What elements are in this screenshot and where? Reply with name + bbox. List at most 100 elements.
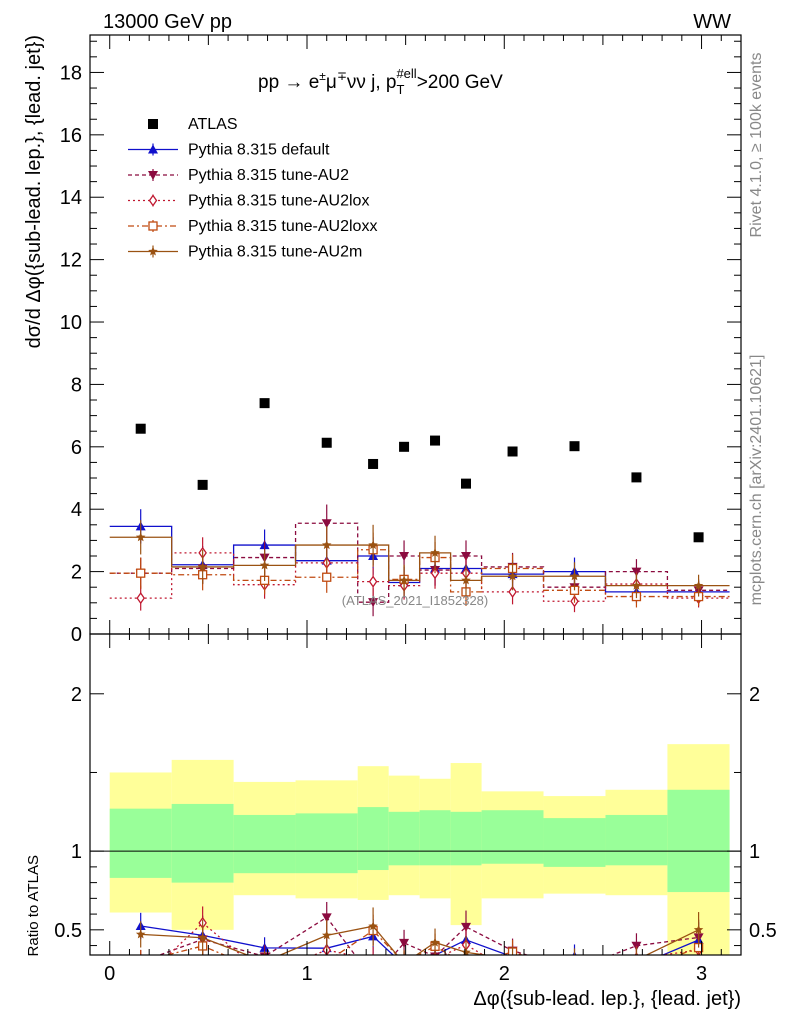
ratio-tick-label: 0.5: [54, 920, 82, 942]
x-tick-label: 1: [301, 963, 312, 985]
legend-label-pythia-8-315-tune-au2m: Pythia 8.315 tune-AU2m: [188, 244, 362, 261]
point-pythia-8-315-tune-au2loxx: [136, 568, 146, 578]
point-pythia-8-315-tune-au2lox: [136, 591, 145, 605]
ratio-tick-label-right: 2: [749, 684, 760, 706]
ratio-tick-label-right: 0.5: [749, 920, 777, 942]
band-inner: [295, 813, 358, 874]
ratio-point-pythia-8-315-tune-au2loxx: [261, 968, 269, 976]
band-inner: [481, 810, 544, 864]
point-atlas: [461, 478, 472, 489]
header-energy: 13000 GeV pp: [103, 11, 232, 33]
point-pythia-8-315-tune-au2: [461, 552, 472, 562]
legend-marker-atlas: [148, 119, 158, 129]
point-pythia-8-315-tune-au2loxx: [322, 572, 332, 582]
ratio-line-pythia-8-315-tune-au2m: [140, 925, 699, 955]
ratio-point-pythia-8-315-tune-au2: [136, 958, 146, 967]
ratio-point-pythia-8-315-tune-au2lox: [509, 967, 516, 977]
point-atlas: [135, 423, 146, 434]
point-pythia-8-315-tune-au2m: [430, 547, 440, 557]
legend-label-pythia-8-315-tune-au2loxx: Pythia 8.315 tune-AU2loxx: [188, 218, 377, 235]
ratio-point-pythia-8-315-tune-au2loxx: [462, 960, 470, 968]
point-pythia-8-315-tune-au2m: [507, 571, 518, 581]
legend-marker-pythia-8-315-default: [148, 144, 158, 154]
point-pythia-8-315-tune-au2m: [693, 580, 704, 590]
analysis-watermark: (ATLAS_2021_I1852328): [342, 593, 488, 608]
band-inner: [543, 818, 606, 867]
point-atlas: [197, 479, 208, 490]
ratio-tick-label: 2: [71, 684, 82, 706]
ratio-point-pythia-8-315-tune-au2lox: [372, 953, 374, 955]
legend-label-pythia-8-315-tune-au2lox: Pythia 8.315 tune-AU2lox: [188, 193, 369, 210]
x-tick-label: 2: [499, 963, 510, 985]
point-atlas: [259, 398, 270, 409]
header-process: WW: [693, 11, 731, 33]
chart-title: pp → e±μ∓νν j, pT#ell>200 GeV: [258, 66, 503, 97]
legend-marker-pythia-8-315-tune-au2m: [148, 246, 158, 256]
ratio-point-pythia-8-315-default: [399, 960, 409, 969]
point-pythia-8-315-tune-au2m: [631, 580, 642, 590]
y-tick-label: 2: [71, 562, 82, 584]
band-inner: [171, 803, 234, 883]
point-pythia-8-315-tune-au2: [399, 552, 410, 562]
point-pythia-8-315-tune-au2m: [569, 571, 580, 581]
y-tick-label: 16: [60, 125, 82, 147]
point-atlas: [430, 435, 441, 446]
ratio-point-pythia-8-315-tune-au2m: [636, 954, 637, 955]
ratio-point-pythia-8-315-tune-au2: [461, 922, 472, 932]
ratio-point-pythia-8-315-tune-au2loxx: [323, 958, 331, 966]
legend: ATLAS Pythia 8.315 default Pythia 8.315 tu…: [128, 116, 377, 261]
band-inner: [388, 811, 420, 866]
point-pythia-8-315-tune-au2m: [368, 540, 378, 550]
ratio-line-pythia-8-315-default: [140, 925, 699, 955]
point-pythia-8-315-tune-au2lox: [508, 585, 517, 599]
point-pythia-8-315-tune-au2m: [322, 540, 332, 550]
point-pythia-8-315-tune-au2lox: [368, 575, 378, 588]
point-atlas: [368, 458, 379, 469]
mcplots-label: mcplots.cern.ch [arXiv:2401.10621]: [748, 355, 765, 606]
ratio-axis-label: Ratio to ATLAS: [25, 855, 42, 956]
band-inner: [109, 808, 172, 878]
ratio-point-pythia-8-315-tune-au2loxx: [632, 967, 640, 975]
point-atlas: [693, 532, 704, 543]
y-tick-label: 14: [60, 187, 82, 209]
ratio-point-pythia-8-315-tune-au2lox: [137, 976, 144, 986]
x-tick-label: 3: [696, 963, 707, 985]
series-line-pythia-8-315-tune-au2loxx: [109, 549, 730, 598]
ratio-point-pythia-8-315-default: [631, 961, 641, 970]
ratio-bands: [90, 744, 741, 955]
ratio-line-pythia-8-315-tune-au2loxx: [164, 929, 699, 955]
ratio-point-pythia-8-315-tune-au2m: [693, 924, 704, 934]
point-atlas: [321, 437, 332, 448]
band-inner: [233, 814, 296, 874]
ratio-point-pythia-8-315-tune-au2: [321, 913, 332, 923]
ratio-point-pythia-8-315-tune-au2: [570, 965, 580, 974]
y-tick-label: 0: [71, 624, 82, 646]
point-pythia-8-315-tune-au2m: [135, 532, 146, 542]
legend-label-atlas: ATLAS: [188, 116, 238, 133]
ratio-point-pythia-8-315-tune-au2m: [461, 947, 471, 955]
ratio-line-pythia-8-315-tune-au2: [157, 916, 699, 955]
rivet-label: Rivet 4.1.0, ≥ 100k events: [748, 53, 765, 238]
band-inner: [605, 814, 668, 866]
legend-marker-pythia-8-315-tune-au2loxx: [148, 221, 158, 231]
band-inner: [667, 789, 730, 893]
ratio-point-pythia-8-315-tune-au2loxx: [137, 958, 145, 966]
ratio-point-pythia-8-315-tune-au2: [368, 975, 378, 984]
ratio-point-pythia-8-315-tune-au2: [399, 938, 410, 948]
band-inner: [357, 807, 389, 871]
point-atlas: [399, 441, 410, 452]
ratio-point-pythia-8-315-tune-au2m: [322, 930, 332, 940]
legend-marker-pythia-8-315-tune-au2lox: [148, 194, 158, 207]
point-pythia-8-315-tune-au2: [368, 598, 379, 608]
legend-label-pythia-8-315-tune-au2: Pythia 8.315 tune-AU2: [188, 167, 349, 184]
ratio-point-pythia-8-315-tune-au2m: [197, 932, 208, 942]
point-pythia-8-315-tune-au2m: [399, 575, 409, 585]
legend-label-pythia-8-315-default: Pythia 8.315 default: [188, 142, 330, 159]
point-atlas: [569, 441, 580, 452]
y-tick-label: 6: [71, 437, 82, 459]
ratio-point-pythia-8-315-tune-au2m: [135, 929, 146, 939]
ratio-point-pythia-8-315-tune-au2lox: [401, 963, 408, 973]
y-tick-label: 18: [60, 62, 82, 84]
band-inner: [419, 810, 451, 866]
